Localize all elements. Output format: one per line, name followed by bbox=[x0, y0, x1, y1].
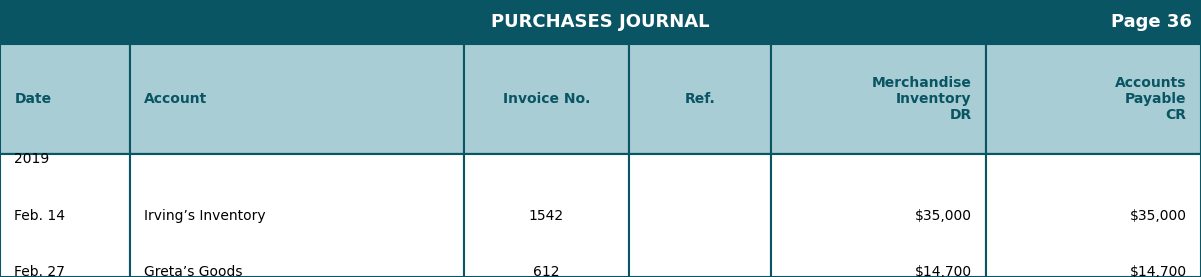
Bar bbox=[771, 44, 986, 154]
Text: Accounts
Payable
CR: Accounts Payable CR bbox=[1115, 76, 1187, 122]
Text: $35,000: $35,000 bbox=[1130, 209, 1187, 222]
Text: Date: Date bbox=[14, 92, 52, 106]
Bar bbox=[0, 44, 130, 154]
Text: Account: Account bbox=[144, 92, 208, 106]
Text: Feb. 27: Feb. 27 bbox=[14, 265, 65, 277]
Bar bbox=[0, 0, 1201, 44]
Text: Feb. 14: Feb. 14 bbox=[14, 209, 65, 222]
Bar bbox=[629, 154, 771, 277]
Bar bbox=[464, 44, 629, 154]
Text: Merchandise
Inventory
DR: Merchandise Inventory DR bbox=[872, 76, 972, 122]
Text: PURCHASES JOURNAL: PURCHASES JOURNAL bbox=[491, 13, 710, 31]
Bar bbox=[130, 154, 464, 277]
Bar bbox=[0, 154, 130, 277]
Bar bbox=[771, 154, 986, 277]
Text: 612: 612 bbox=[533, 265, 560, 277]
Text: Ref.: Ref. bbox=[685, 92, 716, 106]
Text: 2019: 2019 bbox=[14, 152, 49, 166]
Text: 1542: 1542 bbox=[528, 209, 564, 222]
Bar bbox=[0, 154, 1201, 277]
Bar bbox=[986, 154, 1201, 277]
Text: $14,700: $14,700 bbox=[1129, 265, 1187, 277]
Text: $14,700: $14,700 bbox=[914, 265, 972, 277]
Text: Invoice No.: Invoice No. bbox=[503, 92, 590, 106]
Text: $35,000: $35,000 bbox=[915, 209, 972, 222]
Text: Page 36: Page 36 bbox=[1111, 13, 1191, 31]
Text: Irving’s Inventory: Irving’s Inventory bbox=[144, 209, 265, 222]
Bar bbox=[629, 44, 771, 154]
Bar bbox=[130, 44, 464, 154]
Bar bbox=[464, 154, 629, 277]
Text: Greta’s Goods: Greta’s Goods bbox=[144, 265, 243, 277]
Bar bbox=[986, 44, 1201, 154]
Bar bbox=[0, 44, 1201, 154]
